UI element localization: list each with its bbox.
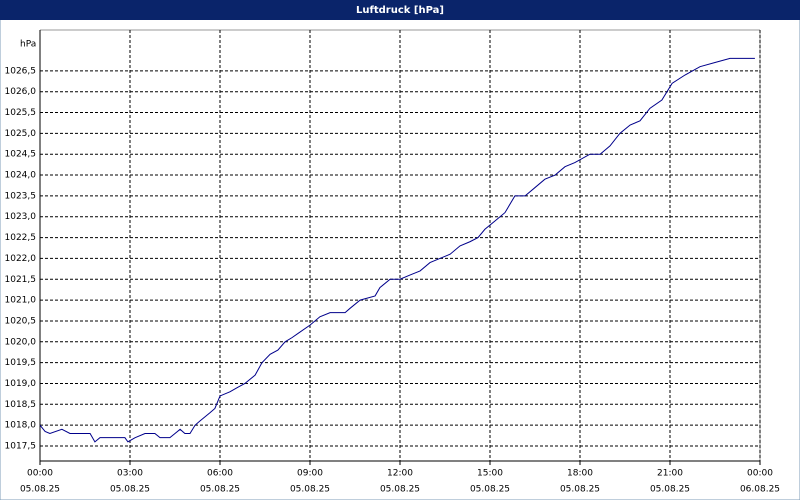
x-tick-date: 05.08.25	[560, 485, 600, 495]
x-tick-label: 09:00	[297, 469, 323, 479]
chart-title: Luftdruck [hPa]	[356, 5, 444, 16]
x-tick-date: 05.08.25	[380, 485, 420, 495]
data-line	[39, 57, 755, 443]
y-tick-label: 1021,0	[5, 296, 37, 306]
y-tick-label: 1020,0	[5, 337, 37, 347]
y-tick-label: 1021,5	[5, 275, 37, 285]
x-tick-date: 05.08.25	[20, 485, 60, 495]
y-tick-label: 1017,5	[5, 441, 37, 451]
x-tick-date: 06.08.25	[740, 485, 780, 495]
y-tick-label: 1026,5	[5, 66, 37, 76]
y-tick-label: 1022,0	[5, 254, 37, 264]
x-tick-label: 15:00	[477, 469, 503, 479]
x-tick-label: 12:00	[387, 469, 413, 479]
x-tick-label: 03:00	[117, 469, 143, 479]
x-tick-label: 00:00	[747, 469, 773, 479]
y-tick-label: 1025,5	[5, 108, 37, 118]
y-tick-label: 1020,5	[5, 316, 37, 326]
x-tick-label: 00:00	[27, 469, 53, 479]
y-tick-label: 1018,5	[5, 400, 37, 410]
x-tick-date: 05.08.25	[470, 485, 510, 495]
x-tick-label: 18:00	[567, 469, 593, 479]
y-tick-label: 1018,0	[5, 421, 37, 431]
y-tick-label: 1023,5	[5, 191, 37, 201]
y-tick-label: 1019,0	[5, 379, 37, 389]
y-tick-label: 1023,0	[5, 212, 37, 222]
x-tick-date: 05.08.25	[650, 485, 690, 495]
y-tick-label: 1024,5	[5, 150, 37, 160]
y-tick-label: 1024,0	[5, 171, 37, 181]
y-unit: hPa	[20, 40, 36, 50]
x-tick-date: 05.08.25	[200, 485, 240, 495]
x-tick-date: 05.08.25	[290, 485, 330, 495]
y-tick-label: 1022,5	[5, 233, 37, 243]
y-tick-label: 1019,5	[5, 358, 37, 368]
y-tick-label: 1025,0	[5, 129, 37, 139]
y-tick-label: 1026,0	[5, 87, 37, 97]
x-tick-date: 05.08.25	[110, 485, 150, 495]
x-tick-label: 21:00	[657, 469, 683, 479]
x-tick-label: 06:00	[207, 469, 233, 479]
title-bar	[0, 0, 800, 20]
